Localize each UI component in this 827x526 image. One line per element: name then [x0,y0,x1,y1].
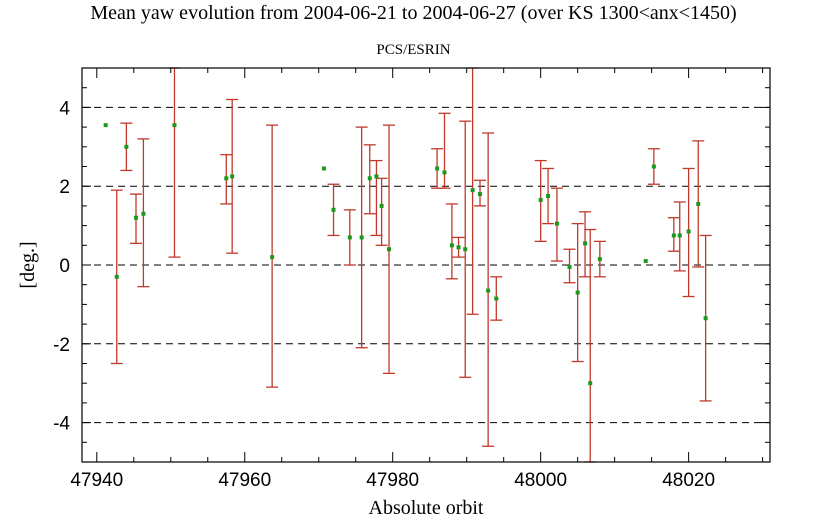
data-point [449,243,454,248]
data-point [230,174,235,179]
data-point [374,174,379,179]
data-point [494,296,499,301]
data-point [141,211,146,216]
y-tick-label: -4 [53,414,70,435]
data-point [597,257,602,262]
data-point [546,194,551,199]
x-tick-label: 48000 [514,470,567,491]
axis-tick-labels: -4 -2 0 2 4 47940 47960 47980 48000 48020 [53,98,715,491]
data-point [567,264,572,269]
data-point [643,259,648,264]
plot-frame [81,67,771,463]
y-tick-label: 4 [59,98,70,119]
chart-title: Mean yaw evolution from 2004-06-21 to 20… [90,2,737,24]
data-point [379,203,384,208]
data-point [486,288,491,293]
data-point [588,381,593,386]
data-point [321,166,326,171]
data-point [172,123,177,128]
data-point [359,235,364,240]
data-point [583,241,588,246]
data-point [367,176,372,181]
data-point [331,207,336,212]
axis-ticks [82,67,770,463]
data-point [686,229,691,234]
chart-subtitle: PCS/ESRIN [376,42,451,58]
data-point [463,247,468,252]
data-point [575,290,580,295]
data-point [554,221,559,226]
data-point [456,245,461,250]
x-tick-label: 47940 [70,470,123,491]
data-point [651,164,656,169]
data-point [270,255,275,260]
data-point [435,166,440,171]
x-tick-label: 48020 [662,470,715,491]
x-tick-label: 47960 [218,470,271,491]
data-point [114,274,119,279]
x-tick-label: 47980 [366,470,419,491]
y-axis-label: [deg.] [17,241,39,288]
data-point [442,170,447,175]
y-tick-label: 2 [59,177,70,198]
data-points [103,123,708,386]
y-tick-label: 0 [59,256,70,277]
data-point [671,233,676,238]
data-point [677,233,682,238]
data-point [703,316,708,321]
data-point [470,188,475,193]
grid-lines [82,106,770,424]
data-point [134,215,139,220]
data-point [538,197,543,202]
data-point [103,123,108,128]
x-axis-label: Absolute orbit [369,497,484,519]
y-tick-label: -2 [53,335,70,356]
data-point [347,235,352,240]
data-point [387,247,392,252]
data-point [124,144,129,149]
data-point [696,201,701,206]
data-point [224,176,229,181]
data-point [478,192,483,197]
